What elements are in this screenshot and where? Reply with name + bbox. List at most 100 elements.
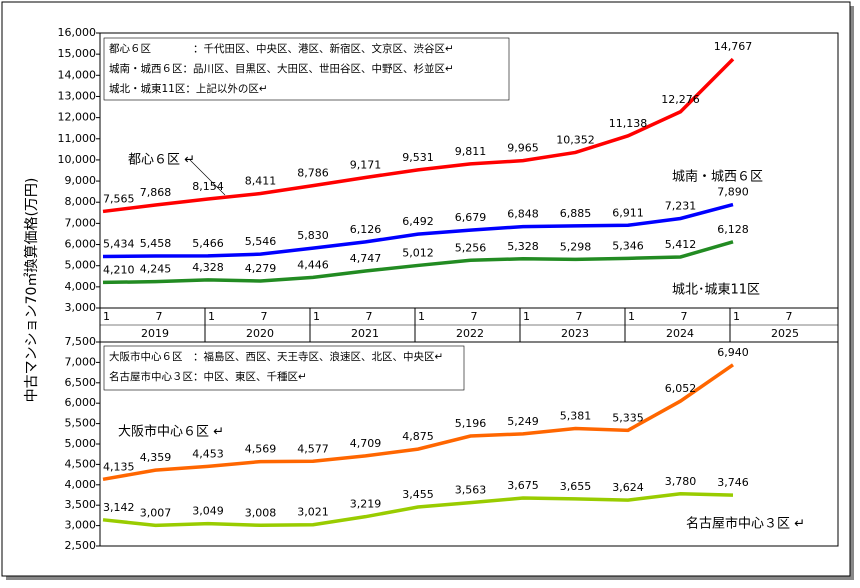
x-tick-label: 7	[576, 310, 583, 323]
y-tick-label: 12,000	[58, 111, 97, 124]
y-tick-label: 6,000	[65, 238, 97, 251]
x-tick-label: 7	[471, 310, 478, 323]
y-tick-label: 16,000	[58, 26, 97, 39]
data-label: 3,008	[245, 506, 277, 519]
data-label: 3,219	[350, 498, 382, 511]
series-name: 都心６区 ↵	[128, 153, 195, 168]
data-label: 3,655	[560, 480, 592, 493]
y-tick-label: 8,000	[65, 195, 97, 208]
annotation: 城北・城東11区：上記以外の区↵	[109, 82, 268, 95]
data-label: 7,565	[103, 192, 135, 205]
data-label: 6,126	[350, 223, 382, 236]
year-label: 2023	[561, 327, 589, 340]
data-label: 3,007	[140, 506, 172, 519]
series-name: 大阪市中心６区 ↵	[118, 424, 224, 440]
data-label: 7,868	[140, 186, 172, 199]
data-label: 7,890	[717, 186, 749, 199]
data-label: 6,679	[455, 211, 487, 224]
data-label: 11,138	[609, 117, 648, 130]
data-label: 4,210	[103, 263, 135, 276]
data-label: 4,709	[350, 437, 382, 450]
data-label: 5,412	[665, 238, 697, 251]
x-tick-label: 7	[156, 310, 163, 323]
x-tick-label: 1	[103, 310, 110, 323]
data-label: 3,675	[507, 479, 539, 492]
data-label: 4,569	[245, 443, 277, 456]
data-label: 5,012	[402, 246, 434, 259]
series-line	[102, 202, 734, 259]
data-label: 3,142	[103, 501, 135, 514]
year-label: 2021	[351, 327, 379, 340]
annotation: 城南・城西６区：品川区、目黒区、大田区、世田谷区、中野区、杉並区↵	[109, 62, 454, 75]
data-label: 5,298	[560, 240, 592, 253]
y-tick-label: 10,000	[58, 153, 97, 166]
data-label: 12,276	[661, 93, 700, 106]
legend-box	[103, 37, 510, 101]
x-tick-label: 1	[313, 310, 320, 323]
data-label: 4,453	[192, 447, 224, 460]
series-line	[102, 240, 734, 285]
y-tick-label: 6,000	[65, 396, 97, 409]
year-label: 2019	[141, 327, 169, 340]
data-label: 5,335	[612, 411, 644, 424]
data-label: 4,446	[297, 258, 329, 271]
series-line	[102, 363, 734, 482]
data-label: 8,411	[245, 175, 277, 188]
data-label: 4,135	[103, 460, 135, 473]
y-tick-label: 9,000	[65, 174, 97, 187]
data-label: 8,154	[192, 180, 224, 193]
data-label: 4,279	[245, 262, 277, 275]
data-label: 6,940	[717, 346, 749, 359]
data-label: 6,911	[612, 206, 644, 219]
data-label: 9,811	[455, 145, 487, 158]
series-name: 名古屋市中心３区 ↵	[686, 516, 805, 532]
y-tick-label: 3,000	[65, 519, 97, 532]
data-label: 5,249	[507, 415, 539, 428]
series-name: 城南・城西６区	[672, 169, 763, 185]
legend-box	[103, 345, 465, 391]
data-label: 10,352	[556, 133, 595, 146]
data-label: 3,049	[192, 505, 224, 518]
series-line	[102, 492, 734, 528]
leader	[189, 159, 226, 196]
y-tick-label: 3,500	[65, 498, 97, 511]
data-label: 5,458	[140, 237, 172, 250]
data-label: 5,830	[297, 229, 329, 242]
y-tick-label: 2,500	[65, 539, 97, 552]
data-label: 6,885	[560, 207, 592, 220]
x-tick-label: 7	[681, 310, 688, 323]
y-tick-label: 4,500	[65, 457, 97, 470]
data-label: 8,786	[297, 167, 329, 180]
y-tick-label: 13,000	[58, 89, 97, 102]
y-tick-label: 4,000	[65, 280, 97, 293]
y-tick-label: 14,000	[58, 68, 97, 81]
data-label: 4,328	[192, 261, 224, 274]
y-tick-label: 5,000	[65, 259, 97, 272]
annotation: 名古屋市中心３区：中区、東区、千種区↵	[109, 370, 307, 383]
data-label: 5,381	[560, 409, 592, 422]
y-tick-label: 5,000	[65, 437, 97, 450]
annotation: 大阪市中心６区 ：福島区、西区、天王寺区、浪速区、北区、中央区↵	[109, 350, 443, 363]
year-label: 2020	[246, 327, 274, 340]
x-tick-label: 1	[418, 310, 425, 323]
data-label: 5,466	[192, 237, 224, 250]
data-label: 5,546	[245, 235, 277, 248]
data-label: 5,256	[455, 241, 487, 254]
data-label: 3,746	[717, 476, 749, 489]
data-label: 4,359	[140, 451, 172, 464]
x-tick-label: 1	[208, 310, 215, 323]
x-tick-label: 1	[628, 310, 635, 323]
y-tick-label: 7,000	[65, 355, 97, 368]
data-label: 3,021	[297, 506, 329, 519]
annotation: 都心６区 ：千代田区、中央区、港区、新宿区、文京区、渋谷区↵	[109, 42, 454, 55]
data-label: 6,128	[717, 223, 749, 236]
data-label: 5,434	[103, 238, 135, 251]
data-label: 4,875	[402, 430, 434, 443]
x-tick-label: 7	[786, 310, 793, 323]
year-label: 2022	[456, 327, 484, 340]
data-label: 3,455	[402, 488, 434, 501]
x-tick-label: 1	[733, 310, 740, 323]
data-label: 9,531	[402, 151, 434, 164]
y-tick-label: 11,000	[58, 132, 97, 145]
